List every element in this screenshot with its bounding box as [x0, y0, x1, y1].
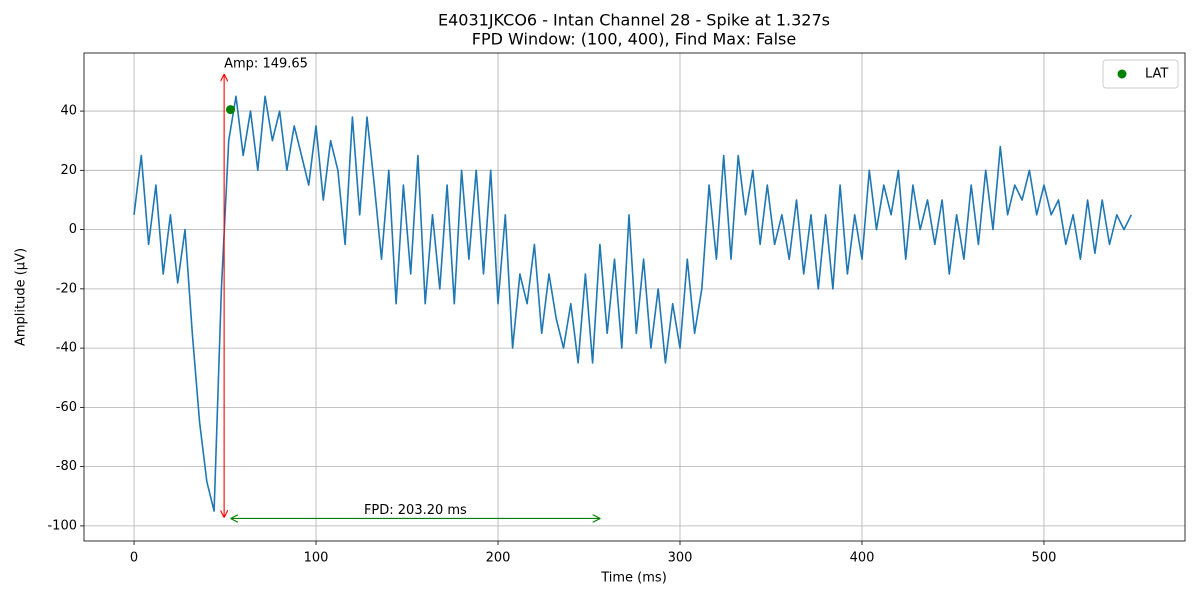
data-line — [133, 95, 1133, 512]
y-tick-label: -20 — [56, 281, 77, 296]
x-tick-label: 500 — [1032, 551, 1057, 566]
legend-marker — [1117, 69, 1127, 79]
legend-label: LAT — [1145, 67, 1168, 82]
y-tick-label: -80 — [56, 459, 77, 474]
x-tick-label: 300 — [668, 551, 693, 566]
y-tick-label: 20 — [60, 163, 77, 178]
legend-box — [1102, 59, 1179, 89]
y-tick-label: -60 — [56, 400, 77, 415]
lat-point — [225, 105, 235, 115]
x-axis-label: Time (ms) — [600, 571, 667, 586]
y-tick-label: -100 — [47, 518, 77, 533]
chart-title: E4031JKCO6 - Intan Channel 28 - Spike at… — [438, 11, 830, 30]
x-tick-label: 400 — [850, 551, 875, 566]
x-tick-label: 200 — [486, 551, 511, 566]
y-tick-label: 40 — [60, 104, 77, 119]
y-tick-label: -40 — [56, 341, 77, 356]
x-tick-label: 0 — [130, 551, 138, 566]
fpd-label: FPD: 203.20 ms — [364, 503, 467, 518]
plot-frame — [83, 52, 1186, 542]
amp-label: Amp: 149.65 — [224, 57, 308, 72]
chart-subtitle: FPD Window: (100, 400), Find Max: False — [472, 30, 796, 49]
y-axis-label: Amplitude (µV) — [14, 248, 29, 346]
y-tick-label: 0 — [69, 222, 77, 237]
x-tick-label: 100 — [304, 551, 329, 566]
